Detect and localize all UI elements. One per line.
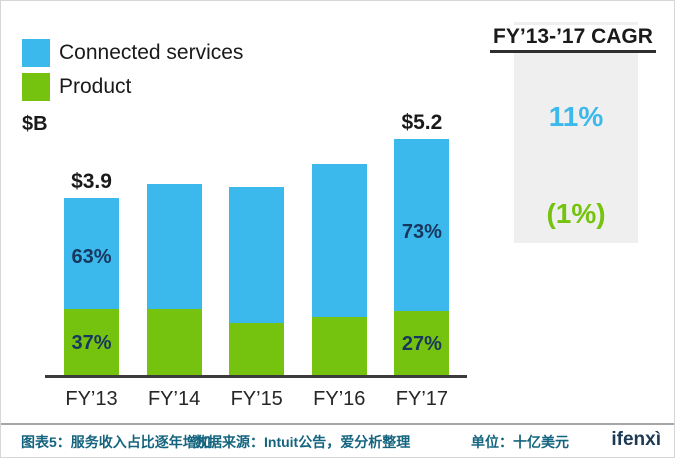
- legend-swatch-connected-services: [22, 39, 50, 67]
- x-tick-label: FY’17: [395, 388, 449, 410]
- cagr-value-connected-services: 11%: [548, 101, 604, 132]
- bar-segment-connected-services: [394, 138, 450, 312]
- product-pct-label: 37%: [71, 332, 112, 355]
- data-source-caption: 数据来源：Intuit公告，爱分析整理: [194, 434, 411, 450]
- figure-caption: 图表5：服务收入占比逐年增加: [21, 434, 211, 450]
- bar-segment-product: [146, 309, 202, 375]
- cagr-panel-background: [514, 22, 638, 243]
- x-tick-label: FY’15: [230, 388, 283, 410]
- unit-caption: 单位：十亿美元: [471, 434, 569, 450]
- bar-chart: $3.9 63% 37% FY’13 FY’14 FY’15 FY’16 $5.2 73% 27%…: [1, 1, 501, 421]
- cagr-panel-title: FY’13-’17 CAGR: [487, 25, 659, 53]
- bar-segment-connected-services: [311, 163, 367, 317]
- x-tick-label: FY’16: [313, 388, 366, 410]
- axis-unit-label: $B: [22, 113, 48, 135]
- legend-label-product: Product: [59, 75, 132, 98]
- bar-segment-connected-services: [229, 186, 285, 323]
- cagr-panel-title-text: FY’13-’17 CAGR: [490, 25, 656, 53]
- legend-label-connected-services: Connected services: [59, 41, 244, 64]
- bar-segment-product: [394, 311, 450, 375]
- bar-segment-product: [311, 316, 367, 375]
- x-tick-label: FY’13: [65, 388, 118, 410]
- legend-swatch-product: [22, 73, 50, 101]
- x-axis-line: [45, 375, 467, 378]
- bar-total-label: $5.2: [401, 110, 443, 134]
- bar-total-label: $3.9: [71, 169, 112, 193]
- cagr-value-product: (1%): [546, 198, 606, 229]
- ifenxi-logo: ifenxì: [611, 429, 661, 450]
- footer-divider: [1, 423, 674, 425]
- bar-segment-connected-services: [64, 197, 119, 310]
- services-pct-label: 63%: [71, 246, 112, 269]
- services-pct-label: 73%: [401, 220, 442, 243]
- bar-segment-product: [64, 309, 119, 375]
- bar-segment-product: [229, 322, 285, 375]
- bar-segment-connected-services: [146, 184, 202, 310]
- x-tick-label: FY’14: [147, 388, 201, 410]
- product-pct-label: 27%: [401, 333, 442, 356]
